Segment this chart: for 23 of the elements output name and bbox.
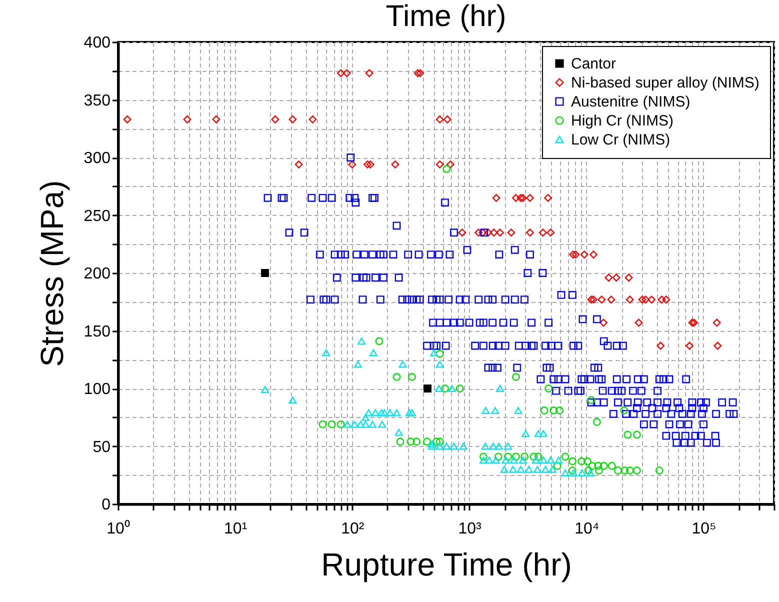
legend-label: Low Cr (NIMS)	[571, 132, 670, 148]
legend-label: High Cr (NIMS)	[571, 112, 674, 130]
y-tick-label: 300	[84, 150, 111, 167]
x-tick-label: 10⁴	[574, 520, 600, 538]
y-tick-label: 200	[84, 266, 111, 282]
x-tick-label: 10⁵	[692, 520, 716, 538]
y-tick-label: 100	[84, 381, 111, 398]
y-tick-label: 250	[84, 208, 111, 225]
x-axis-title: Rupture Time (hr)	[321, 546, 572, 582]
legend-label: Austenitre (NIMS)	[571, 94, 690, 110]
chart-title: Time (hr)	[386, 0, 506, 33]
y-tick-label: 350	[84, 92, 111, 110]
y-tick-label: 400	[84, 34, 111, 52]
x-tick-label: 10⁰	[106, 520, 130, 538]
y-tick-label: 0	[102, 496, 111, 514]
y-axis-title: Stress (MPa)	[34, 180, 70, 367]
legend-label: Ni-based super alloy (NIMS)	[571, 74, 760, 92]
legend-label: Cantor	[571, 56, 616, 72]
x-tick-label: 10³	[458, 520, 482, 538]
x-tick-label: 10²	[341, 520, 365, 538]
x-tick-label: 10¹	[224, 520, 248, 538]
y-tick-label: 50	[92, 438, 111, 456]
y-tick-label: 150	[84, 323, 111, 340]
